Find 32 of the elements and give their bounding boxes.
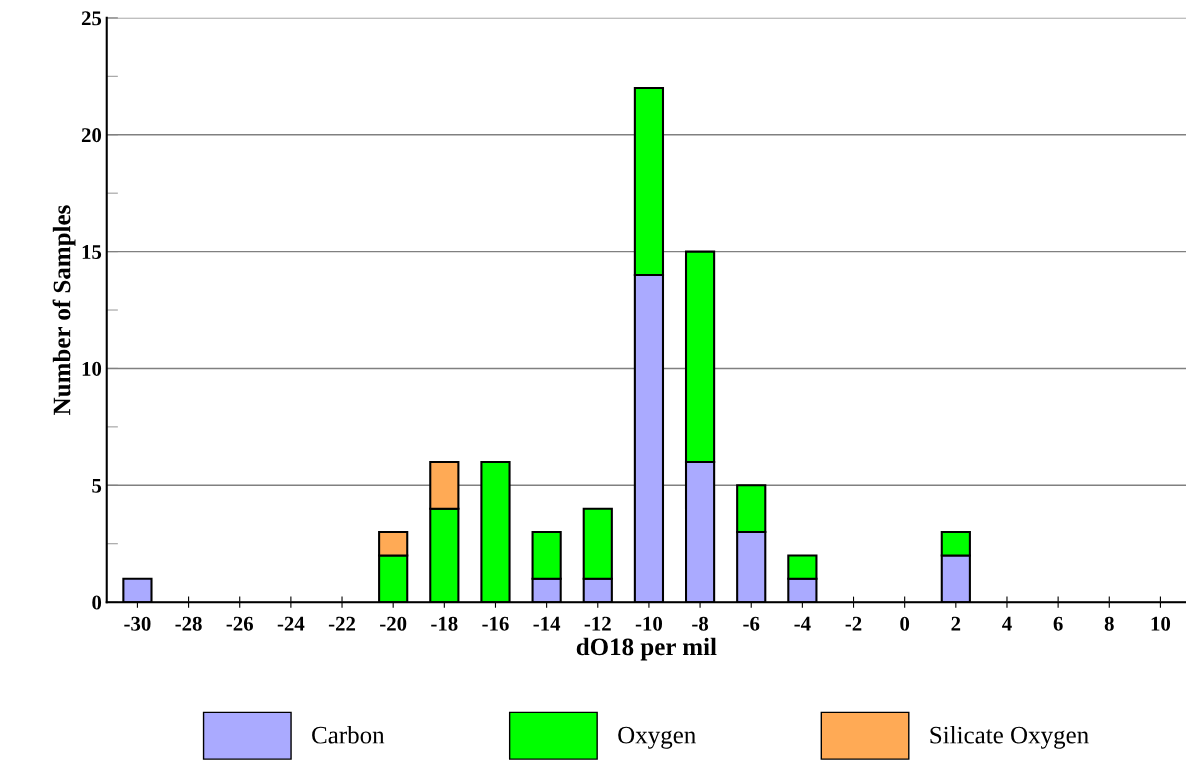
x-tick-label: -28 (175, 616, 202, 631)
legend-label: Carbon (312, 725, 385, 744)
x-tick-label: -26 (226, 616, 254, 631)
y-tick-label: 20 (81, 128, 102, 143)
x-tick-label: -10 (635, 616, 663, 631)
y-tick-label: 15 (82, 245, 102, 260)
x-tick-label: 2 (951, 616, 961, 631)
x-tick-label: -18 (431, 616, 458, 631)
y-tick-label: 25 (81, 11, 102, 26)
y-tick-label: 10 (82, 361, 102, 376)
x-tick-label: -2 (845, 616, 862, 631)
y-tick-label: 5 (92, 478, 102, 493)
x-tick-label: -30 (124, 616, 151, 631)
x-tick-label: -12 (584, 616, 611, 631)
y-tick-label: 0 (92, 595, 102, 610)
x-tick-label: -20 (380, 616, 407, 631)
x-tick-label: 0 (900, 616, 910, 631)
y-axis-title: Number of Samples (52, 205, 76, 415)
x-tick-label: 6 (1053, 616, 1063, 631)
x-tick-label: -24 (277, 616, 305, 631)
x-tick-label: 4 (1002, 616, 1012, 631)
x-axis-title: dO18 per mil (576, 637, 717, 661)
x-tick-label: -4 (794, 616, 811, 631)
x-tick-label: 8 (1104, 616, 1114, 631)
legend-label: Silicate Oxygen (930, 725, 1089, 749)
x-tick-label: -22 (328, 616, 356, 631)
x-tick-label: -14 (533, 616, 561, 631)
x-tick-label: 10 (1151, 616, 1171, 631)
x-tick-label: -6 (743, 616, 760, 631)
x-tick-label: -8 (692, 616, 709, 631)
legend-label: Oxygen (618, 726, 696, 749)
x-tick-label: -16 (482, 616, 509, 631)
